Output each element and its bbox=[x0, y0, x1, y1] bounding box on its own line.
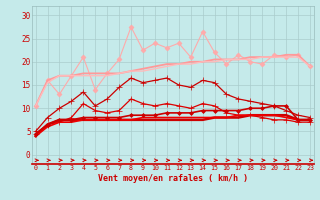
X-axis label: Vent moyen/en rafales ( km/h ): Vent moyen/en rafales ( km/h ) bbox=[98, 174, 248, 183]
